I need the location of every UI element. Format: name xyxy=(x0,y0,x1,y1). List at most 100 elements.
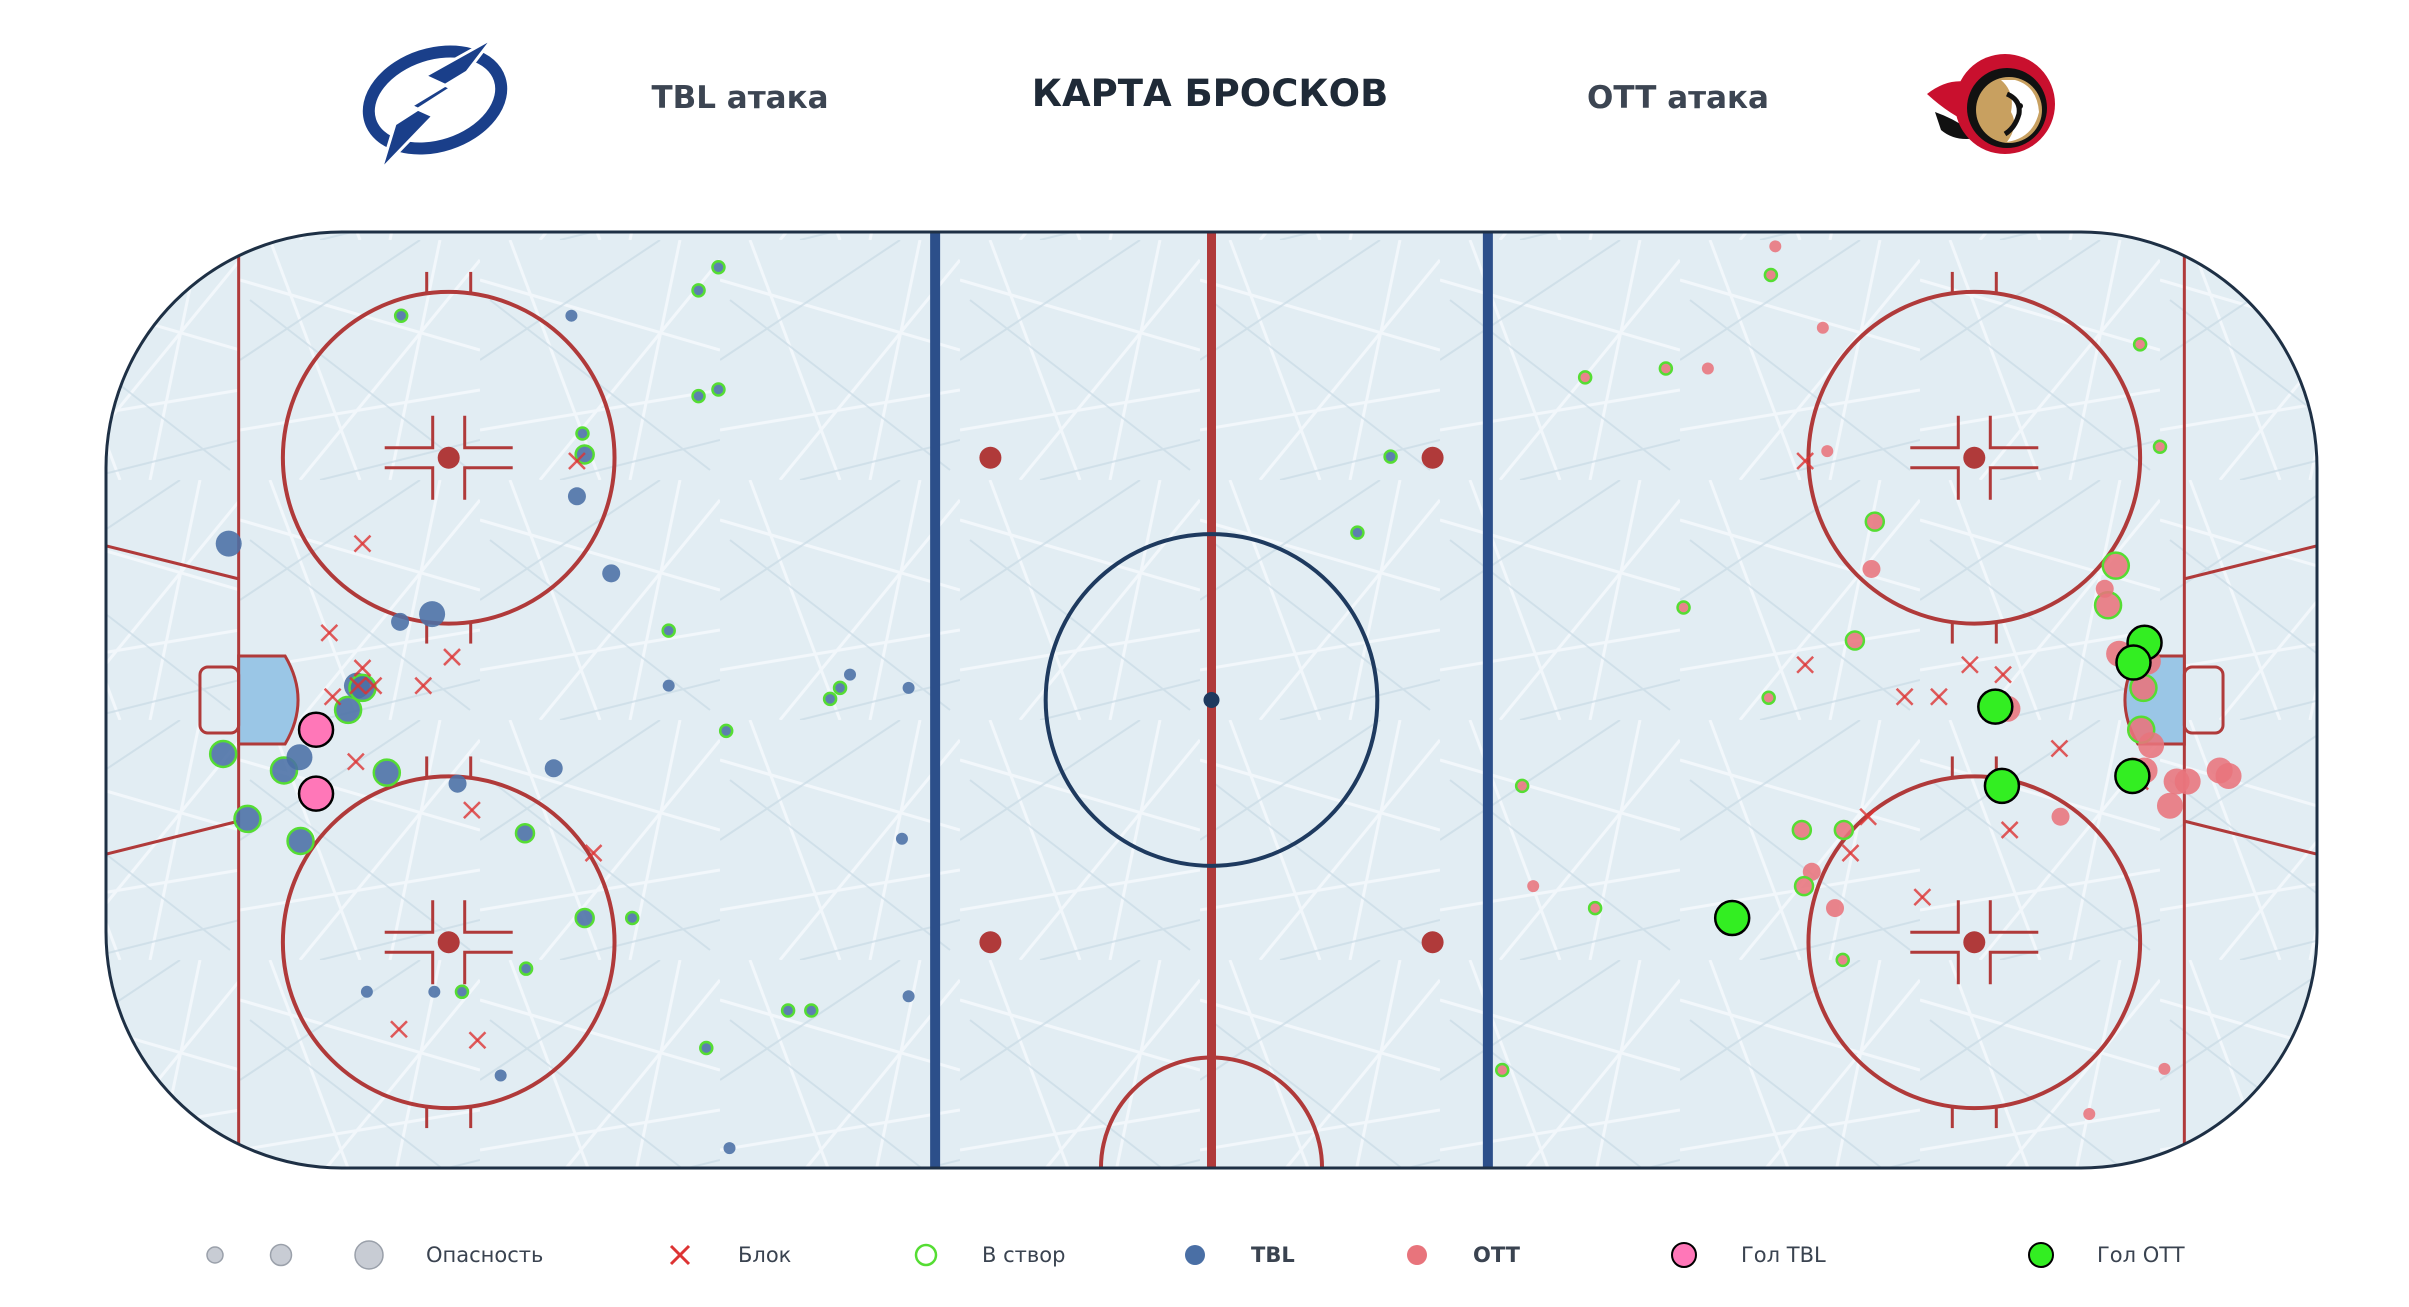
block-stroke xyxy=(2000,821,2019,839)
shot-ott xyxy=(2138,732,2165,759)
shot-tbl xyxy=(518,961,534,976)
shot-ott xyxy=(2132,337,2148,352)
block-marker xyxy=(1796,655,1815,674)
block-marker xyxy=(2000,821,2019,839)
shot-ott xyxy=(1821,445,1834,458)
block-marker xyxy=(1930,687,1948,706)
shot-tbl xyxy=(514,822,536,844)
shot-tbl xyxy=(419,601,446,628)
shot-ott xyxy=(1769,240,1782,253)
legend-goal-ott-label: Гол OTT xyxy=(2097,1243,2185,1267)
shot-tbl xyxy=(286,744,313,771)
block-stroke xyxy=(1796,452,1815,470)
hash-mark xyxy=(384,900,435,934)
legend-danger-small xyxy=(206,1246,224,1264)
shot-ott xyxy=(2095,579,2114,598)
shot-ott xyxy=(1577,370,1593,385)
legend: Опасность Блок В створ TBL OTT Гол TBL Гол OTT xyxy=(206,1240,2185,1270)
tbl-logo xyxy=(355,30,515,172)
shot-tbl xyxy=(723,1142,736,1155)
block-stroke xyxy=(390,1020,408,1039)
trapezoid-line xyxy=(106,544,240,581)
goal-tbl xyxy=(297,775,335,812)
block-marker xyxy=(1796,452,1815,470)
shot-tbl xyxy=(699,1040,714,1056)
trapezoid-line xyxy=(2183,819,2317,856)
block-marker xyxy=(443,648,461,666)
legend-goal-tbl xyxy=(1671,1242,1697,1268)
shot-tbl xyxy=(662,679,675,692)
block-marker xyxy=(1913,888,1932,906)
shot-tbl xyxy=(215,530,242,557)
center-dot xyxy=(1203,692,1220,708)
shot-ott xyxy=(2152,439,2168,454)
neutral-faceoff-spot xyxy=(979,931,1002,954)
shot-ott xyxy=(1587,900,1603,916)
shot-ott xyxy=(2101,551,2131,580)
block-marker xyxy=(390,1020,408,1039)
faceoff-circle xyxy=(280,774,617,1111)
block-stroke xyxy=(346,752,365,771)
hash-mark xyxy=(1988,415,2039,450)
shot-ott xyxy=(1658,361,1674,376)
legend-on-target xyxy=(914,1243,938,1267)
block-stroke xyxy=(1796,655,1815,674)
shot-ott xyxy=(2156,792,2183,819)
shot-tbl xyxy=(575,426,590,441)
shot-ott xyxy=(2215,762,2242,789)
goal-ott xyxy=(1977,688,2014,725)
block-marker xyxy=(1960,655,1979,674)
page-title: КАРТА БРОСКОВ xyxy=(1031,72,1389,115)
shot-tbl xyxy=(428,985,441,998)
center-circle xyxy=(1043,532,1380,868)
legend-danger-large xyxy=(354,1240,384,1270)
shot-tbl xyxy=(454,984,470,1000)
trapezoid-line xyxy=(106,819,240,856)
hash-mark xyxy=(463,950,513,985)
hash-mark xyxy=(1988,950,2039,985)
hash-mark xyxy=(1910,466,1960,500)
faceoff-spot xyxy=(437,931,460,954)
shot-tbl xyxy=(902,990,915,1003)
legend-on-target-label: В створ xyxy=(982,1243,1065,1267)
block-stroke xyxy=(2050,739,2069,758)
shot-tbl xyxy=(208,739,238,769)
block-stroke xyxy=(1930,687,1948,706)
shot-ott xyxy=(1816,321,1829,334)
shot-tbl xyxy=(391,612,410,631)
shot-tbl xyxy=(448,774,467,793)
home-attack-label: TBL атака xyxy=(651,80,829,116)
hash-mark xyxy=(1988,900,2039,934)
faceoff-spot xyxy=(437,446,460,469)
shot-tbl xyxy=(393,308,409,323)
block-stroke xyxy=(364,676,383,695)
block-marker xyxy=(1895,687,1914,706)
shot-tbl xyxy=(1350,525,1365,540)
shot-ott xyxy=(1833,819,1855,841)
goal-net xyxy=(198,665,241,735)
block-stroke xyxy=(463,801,481,820)
legend-tbl-label: TBL xyxy=(1251,1243,1295,1267)
hash-mark xyxy=(1910,900,1960,934)
shot-tbl xyxy=(902,681,915,694)
legend-danger-medium xyxy=(269,1243,293,1267)
spartan-helmet-logo-icon xyxy=(1927,54,2055,154)
shot-tbl xyxy=(718,723,734,739)
block-marker xyxy=(568,452,586,470)
shot-tbl xyxy=(691,283,706,298)
legend-goal-tbl-label: Гол TBL xyxy=(1741,1243,1826,1267)
shot-tbl xyxy=(661,623,676,638)
shot-tbl xyxy=(895,832,908,845)
block-stroke xyxy=(320,623,339,642)
hash-mark xyxy=(384,415,435,450)
shot-ott xyxy=(1844,630,1866,651)
block-marker xyxy=(414,676,433,695)
block-stroke xyxy=(568,452,586,470)
shot-tbl xyxy=(780,1003,796,1018)
shot-tbl xyxy=(565,309,578,322)
shot-tbl xyxy=(624,910,640,926)
shot-ott xyxy=(2051,807,2070,826)
shot-ott xyxy=(1864,511,1886,532)
